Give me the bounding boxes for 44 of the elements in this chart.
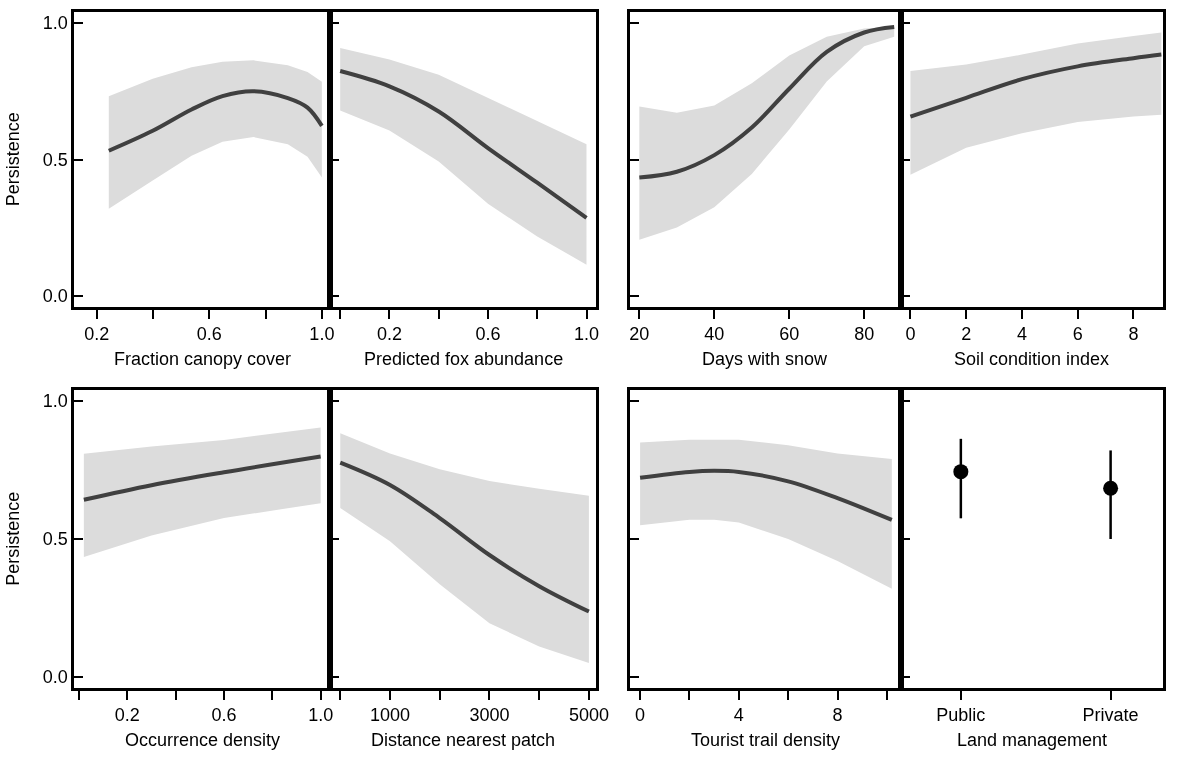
y-tick-label: 0.5 [42,529,68,550]
x-tick-label: 1.0 [573,324,600,345]
y-tick-label: 1.0 [42,391,68,412]
x-tick-label: Public [936,705,986,726]
x-tick-label: 8 [1128,324,1139,345]
y-tick-label: 0.5 [42,149,68,170]
x-tick-label: 0.6 [211,705,237,726]
x-tick-label: 0 [905,324,916,345]
x-tick-label: 0.2 [376,324,402,345]
x-axis-title: Distance nearest patch [371,730,556,750]
x-axis-title: Tourist trail density [691,730,841,750]
x-tick-label: 60 [779,324,800,345]
x-tick-label: 80 [854,324,875,345]
x-tick-label: 6 [1072,324,1083,345]
x-tick-label: 1.0 [308,705,334,726]
y-tick-label: 0.0 [42,286,68,307]
y-tick-label: 1.0 [42,13,68,34]
x-axis-title: Soil condition index [954,349,1110,369]
x-tick-label: 1.0 [309,324,335,345]
x-tick-label: Private [1082,705,1139,726]
x-tick-label: 0.2 [84,324,110,345]
x-tick-label: 40 [704,324,725,345]
x-tick-label: 0.2 [114,705,140,726]
x-tick-label: 3000 [469,705,510,726]
x-tick-label: 1000 [369,705,411,726]
x-tick-label: 4 [733,705,744,726]
x-tick-label: 0.6 [475,324,501,345]
x-axis-title: Days with snow [702,349,829,369]
y-axis-title: Persistence [2,491,23,586]
x-tick-label: 0 [635,705,646,726]
x-axis-title: Land management [957,730,1108,750]
x-axis-title: Fraction canopy cover [114,349,292,369]
line-series [81,454,323,502]
x-axis-title: Predicted fox abundance [364,349,564,369]
x-tick-label: 2 [961,324,972,345]
x-axis-title: Occurrence density [125,730,281,750]
x-tick-label: 5000 [568,705,609,726]
line-series [106,89,324,153]
x-tick-label: 0.6 [196,324,222,345]
x-tick-label: 4 [1016,324,1027,345]
x-tick-label: 8 [832,705,843,726]
y-axis-title: Persistence [3,112,24,207]
y-tick-label: 0.0 [42,667,68,688]
x-tick-label: 20 [629,324,650,345]
